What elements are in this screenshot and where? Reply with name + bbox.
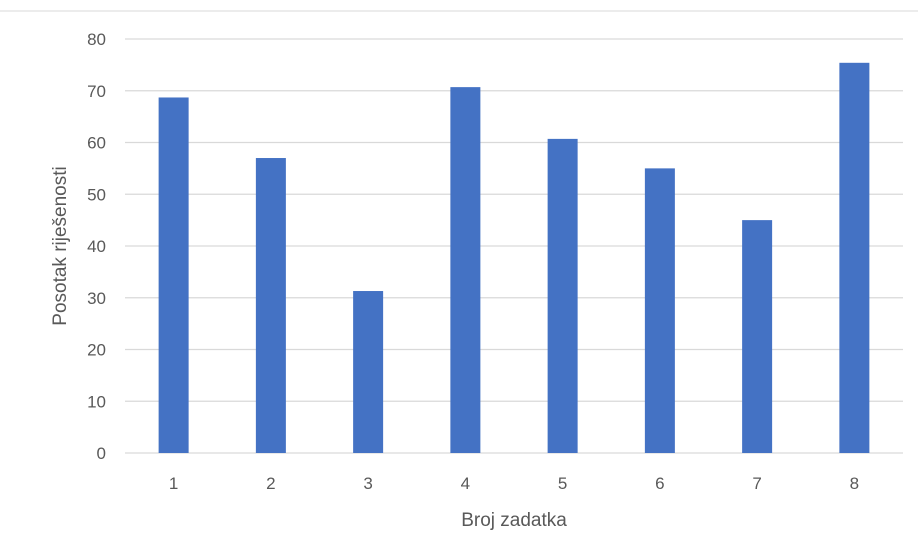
y-axis-title: Posotak riješenosti [50,166,71,325]
x-tick-labels: 1 2 3 4 5 6 7 8 [169,474,859,493]
bar-7 [742,220,773,453]
y-tick-label: 0 [97,444,106,463]
x-tick-label: 8 [850,474,859,493]
y-tick-label: 30 [87,289,106,308]
x-tick-label: 7 [752,474,761,493]
bar-4 [450,87,481,453]
bar-8 [839,62,870,454]
bar-1 [158,97,189,453]
x-tick-label: 1 [169,474,178,493]
x-tick-label: 3 [363,474,372,493]
y-tick-label: 40 [87,237,106,256]
y-tick-label: 70 [87,82,106,101]
y-tick-label: 50 [87,185,106,204]
y-tick-label: 20 [87,341,106,360]
x-tick-label: 5 [558,474,567,493]
x-tick-label: 6 [655,474,664,493]
y-tick-label: 80 [87,30,106,49]
bar-2 [255,158,286,453]
x-tick-label: 4 [461,474,470,493]
y-tick-label: 60 [87,134,106,153]
bars [158,62,870,454]
x-tick-label: 2 [266,474,275,493]
x-axis-title: Broj zadatka [461,510,567,531]
bar-5 [547,138,578,453]
y-tick-labels: 0 10 20 30 40 50 60 70 80 [87,30,106,463]
gridlines [125,38,903,454]
bar-6 [644,168,675,453]
y-tick-label: 10 [87,392,106,411]
bar-3 [353,291,384,453]
